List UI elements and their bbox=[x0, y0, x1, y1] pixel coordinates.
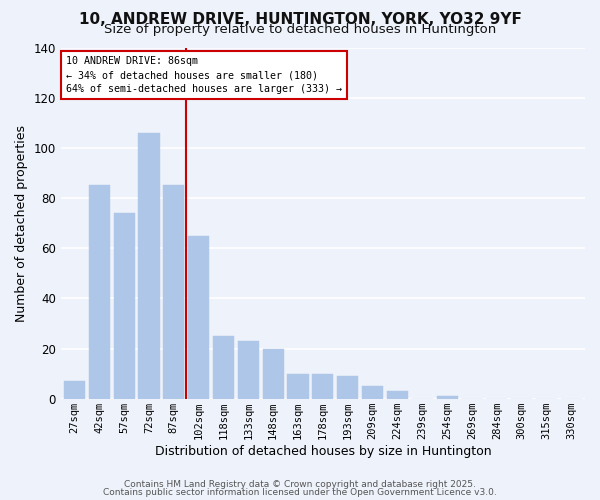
Bar bbox=[287, 374, 308, 398]
Y-axis label: Number of detached properties: Number of detached properties bbox=[15, 124, 28, 322]
Bar bbox=[139, 133, 160, 398]
Text: Contains HM Land Registry data © Crown copyright and database right 2025.: Contains HM Land Registry data © Crown c… bbox=[124, 480, 476, 489]
Bar bbox=[387, 391, 408, 398]
Bar bbox=[64, 381, 85, 398]
Text: Contains public sector information licensed under the Open Government Licence v3: Contains public sector information licen… bbox=[103, 488, 497, 497]
Text: 10, ANDREW DRIVE, HUNTINGTON, YORK, YO32 9YF: 10, ANDREW DRIVE, HUNTINGTON, YORK, YO32… bbox=[79, 12, 521, 28]
Text: 10 ANDREW DRIVE: 86sqm
← 34% of detached houses are smaller (180)
64% of semi-de: 10 ANDREW DRIVE: 86sqm ← 34% of detached… bbox=[66, 56, 342, 94]
X-axis label: Distribution of detached houses by size in Huntington: Distribution of detached houses by size … bbox=[155, 444, 491, 458]
Bar bbox=[337, 376, 358, 398]
Bar bbox=[238, 341, 259, 398]
Bar bbox=[89, 186, 110, 398]
Bar bbox=[437, 396, 458, 398]
Bar bbox=[188, 236, 209, 398]
Text: Size of property relative to detached houses in Huntington: Size of property relative to detached ho… bbox=[104, 22, 496, 36]
Bar bbox=[362, 386, 383, 398]
Bar bbox=[263, 348, 284, 399]
Bar bbox=[113, 213, 135, 398]
Bar bbox=[163, 186, 184, 398]
Bar bbox=[313, 374, 334, 398]
Bar bbox=[213, 336, 234, 398]
